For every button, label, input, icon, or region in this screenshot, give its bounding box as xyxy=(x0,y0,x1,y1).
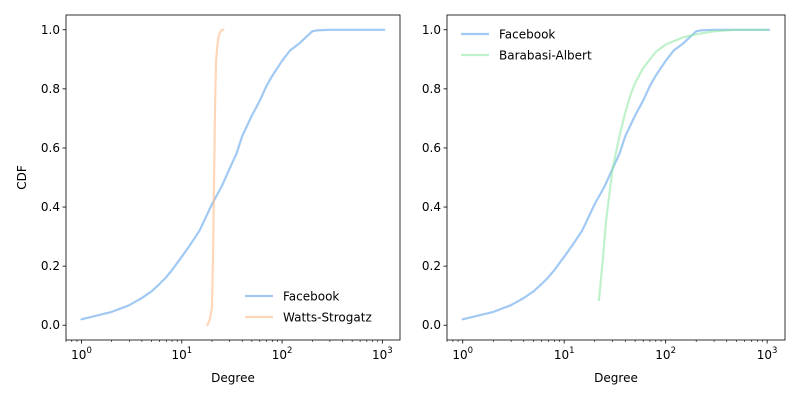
y-tick-label: 0.4 xyxy=(41,200,60,214)
x-tick-exponent: 0 xyxy=(468,346,473,356)
x-tick-label: 100 xyxy=(71,346,92,362)
y-tick-label: 1.0 xyxy=(422,23,441,37)
x-axis-label: Degree xyxy=(594,371,638,385)
series-line-facebook xyxy=(461,28,771,321)
x-tick-exponent: 0 xyxy=(86,346,91,356)
x-tick-mantissa: 10 xyxy=(757,348,772,362)
x-tick-mantissa: 10 xyxy=(452,348,467,362)
x-tick-mantissa: 10 xyxy=(372,348,387,362)
series-line-watts-strogatz xyxy=(206,28,225,327)
series-line-facebook xyxy=(80,28,386,321)
y-tick-label: 0.2 xyxy=(41,259,60,273)
x-tick-mantissa: 10 xyxy=(171,348,186,362)
y-tick-label: 1.0 xyxy=(41,23,60,37)
y-tick-label: 0.0 xyxy=(422,318,441,332)
x-tick-label: 102 xyxy=(272,346,293,362)
x-tick-mantissa: 10 xyxy=(554,348,569,362)
x-axis-label: Degree xyxy=(211,371,255,385)
series-line-barabasi-albert xyxy=(597,28,769,302)
legend-label: Facebook xyxy=(499,28,555,42)
legend: Facebook Watts-Strogatz xyxy=(245,290,372,325)
plot-frame xyxy=(446,14,786,341)
x-tick-exponent: 2 xyxy=(671,346,676,356)
legend: Facebook Barabasi-Albert xyxy=(461,28,592,63)
x-tick-label: 101 xyxy=(171,346,192,362)
x-tick-label: 103 xyxy=(757,346,778,362)
x-tick-label: 100 xyxy=(452,346,473,362)
x-tick-exponent: 2 xyxy=(287,346,292,356)
plot-frame xyxy=(65,14,401,341)
y-tick-label: 0.0 xyxy=(41,318,60,332)
y-tick-label: 0.8 xyxy=(422,82,441,96)
y-tick-label: 0.8 xyxy=(41,82,60,96)
x-tick-label: 103 xyxy=(372,346,393,362)
x-tick-exponent: 1 xyxy=(187,346,192,356)
x-tick-label: 101 xyxy=(554,346,575,362)
x-tick-label: 102 xyxy=(655,346,676,362)
x-tick-mantissa: 10 xyxy=(71,348,86,362)
y-tick-label: 0.6 xyxy=(422,141,441,155)
x-tick-exponent: 3 xyxy=(772,346,777,356)
x-tick-exponent: 1 xyxy=(569,346,574,356)
legend-label: Watts-Strogatz xyxy=(283,311,372,325)
x-tick-exponent: 3 xyxy=(387,346,392,356)
y-axis-label: CDF xyxy=(15,165,29,190)
y-tick-label: 0.2 xyxy=(422,259,441,273)
legend-label: Barabasi-Albert xyxy=(499,49,592,63)
x-tick-mantissa: 10 xyxy=(272,348,287,362)
y-tick-label: 0.4 xyxy=(422,200,441,214)
legend-label: Facebook xyxy=(283,290,339,304)
x-tick-mantissa: 10 xyxy=(655,348,670,362)
y-tick-label: 0.6 xyxy=(41,141,60,155)
